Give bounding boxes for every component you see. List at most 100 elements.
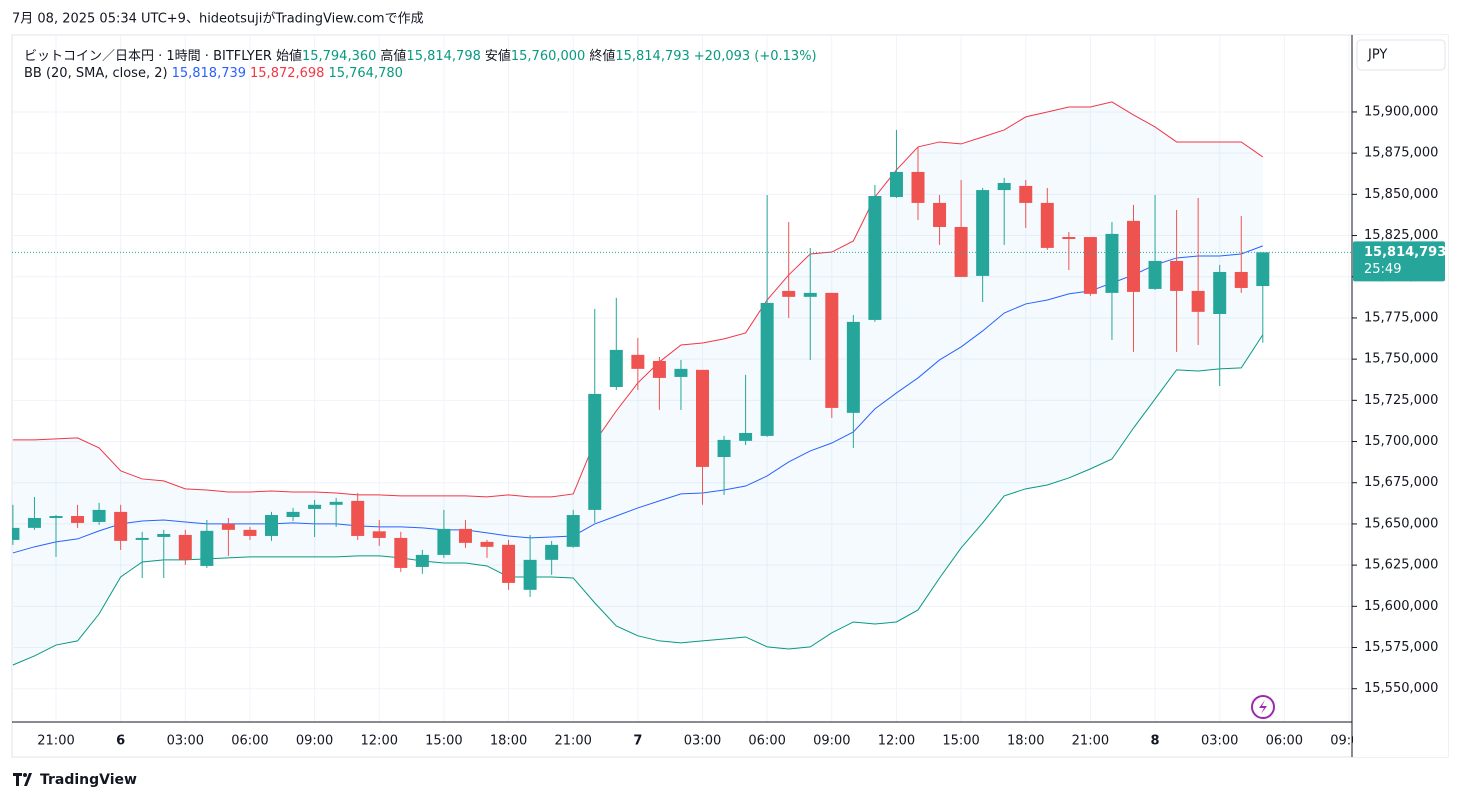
candle-body xyxy=(1083,237,1097,294)
candle-body xyxy=(523,559,537,590)
last-price-marker: 15,814,793 25:49 xyxy=(1353,241,1446,282)
x-tick-label: 6 xyxy=(116,734,125,749)
candle-body xyxy=(49,516,63,518)
y-tick-label: 15,725,000 xyxy=(1364,393,1438,408)
x-tick-label: 21:00 xyxy=(1072,734,1109,749)
ohlc-label: 高値 xyxy=(380,49,407,64)
candle-body xyxy=(739,432,753,441)
y-tick-label: 15,650,000 xyxy=(1364,516,1438,531)
y-tick-label: 15,825,000 xyxy=(1364,228,1438,243)
band-line xyxy=(12,245,1263,554)
candle-body xyxy=(846,321,860,413)
candle-body xyxy=(92,509,106,522)
x-tick-label: 18:00 xyxy=(1007,734,1044,749)
change: +20,093 (+0.13%) xyxy=(693,49,817,64)
x-tick-label: 15:00 xyxy=(425,734,462,749)
candle-body xyxy=(1105,233,1119,293)
candle-body xyxy=(760,302,774,436)
grid xyxy=(12,35,1352,722)
candle-body xyxy=(394,537,408,568)
candle-body xyxy=(1213,271,1227,314)
candle-body xyxy=(437,528,451,555)
candle-body xyxy=(480,541,494,547)
axis-cover xyxy=(1353,723,1448,756)
ohlc-label: 始値 xyxy=(275,49,302,64)
legend-main: ビットコイン／日本円 · 1時間 · BITFLYER 始値15,794,360 高… xyxy=(24,45,821,64)
y-tick-label: 15,775,000 xyxy=(1364,310,1438,325)
price-scale-bg xyxy=(1353,35,1448,757)
x-tick-label: 21:00 xyxy=(37,734,74,749)
candle-body xyxy=(652,360,666,378)
candle-body xyxy=(825,292,839,408)
candle-body xyxy=(1234,271,1248,288)
candle-body xyxy=(588,393,602,510)
candle-body xyxy=(717,439,731,458)
candles xyxy=(12,129,1352,597)
last-price-box xyxy=(1353,241,1445,282)
x-tick-label: 8 xyxy=(1151,734,1160,749)
y-tick-label: 15,600,000 xyxy=(1364,599,1438,614)
candle-body xyxy=(157,533,171,537)
currency-box[interactable] xyxy=(1356,39,1446,71)
candle-body xyxy=(329,501,343,505)
candle-body xyxy=(286,511,300,518)
candle-body xyxy=(135,537,149,540)
candle-body xyxy=(178,534,192,560)
ohlc-value: 15,760,000 xyxy=(510,49,586,64)
ohlc-value: 15,814,798 xyxy=(406,49,481,64)
y-tick-label: 15,700,000 xyxy=(1364,434,1438,449)
candle-body xyxy=(221,523,235,530)
candle-body xyxy=(1040,202,1054,248)
candle-body xyxy=(502,544,516,583)
x-tick-label: 06:00 xyxy=(748,734,785,749)
countdown: 25:49 xyxy=(1364,262,1401,277)
x-tick-label: 06:00 xyxy=(231,734,268,749)
candle-body xyxy=(1256,252,1270,287)
candle-body xyxy=(674,368,688,377)
legend-indicator: BB (20, SMA, close, 2) 15,818,739 15,872,6… xyxy=(24,66,407,81)
candle-body xyxy=(782,290,796,297)
x-tick-label: 03:00 xyxy=(1201,734,1238,749)
symbol: ビットコイン／日本円 · 1時間 · BITFLYER xyxy=(24,49,272,64)
brand-logo-dot xyxy=(23,773,27,777)
candle-body xyxy=(696,369,709,467)
y-tick-label: 15,875,000 xyxy=(1364,146,1438,161)
y-tick-label: 15,750,000 xyxy=(1364,352,1438,367)
x-tick-label: 03:00 xyxy=(684,734,721,749)
y-tick-label: 15,550,000 xyxy=(1364,681,1438,696)
candle-body xyxy=(997,182,1011,191)
x-tick-label: 7 xyxy=(633,734,642,749)
x-tick-label: 12:00 xyxy=(878,734,915,749)
brand: TradingView xyxy=(40,772,137,788)
candle-body xyxy=(1191,290,1205,312)
candle-body xyxy=(372,531,386,538)
candle-body xyxy=(265,515,278,536)
candle-body xyxy=(12,527,20,540)
candle-body xyxy=(868,195,882,320)
y-tick-label: 15,675,000 xyxy=(1364,475,1438,490)
candle-body xyxy=(566,515,580,547)
x-tick-label: 09:00 xyxy=(813,734,850,749)
indicator-value: 15,818,739 xyxy=(171,66,247,81)
candle-body xyxy=(889,171,903,197)
y-tick-label: 15,900,000 xyxy=(1364,104,1438,119)
candle-body xyxy=(308,504,322,509)
alert-bolt xyxy=(1259,700,1267,714)
currency[interactable]: JPY xyxy=(1367,48,1387,63)
time-scale: 21:00 6 03:00 06:00 09:00 12:00 15:00 18:00 21:0… xyxy=(37,723,1448,756)
candle-body xyxy=(933,202,947,227)
candle-body xyxy=(1170,260,1184,291)
candle-body xyxy=(1127,220,1140,292)
indicator-value: 15,872,698 xyxy=(250,66,325,81)
x-tick-label: 12:00 xyxy=(361,734,398,749)
y-tick-label: 15,575,000 xyxy=(1364,640,1438,655)
candle-body xyxy=(976,190,990,276)
alert-icon[interactable] xyxy=(1251,695,1275,719)
candle-body xyxy=(609,349,623,387)
ohlc-value: 15,794,360 xyxy=(301,49,377,64)
x-tick-label: 21:00 xyxy=(554,734,591,749)
x-tick-label: 15:00 xyxy=(942,734,979,749)
candle-body xyxy=(803,292,817,297)
candle-body xyxy=(545,544,559,560)
candle-body xyxy=(114,511,128,541)
